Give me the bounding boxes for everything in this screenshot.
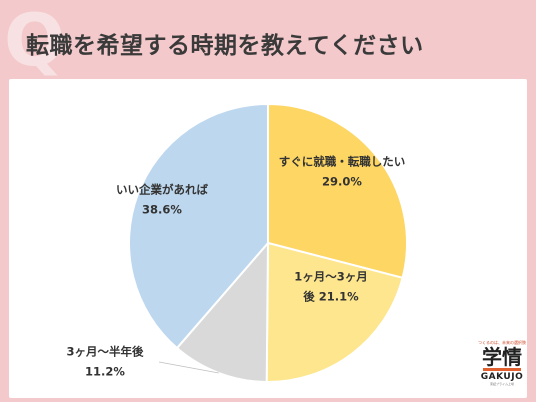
page-title: 転職を希望する時期を教えてください (26, 33, 424, 59)
pie-slice-1 (267, 102, 408, 280)
slice-label-4: いい企業があれば (116, 183, 208, 197)
slice-value-label-3: 11.2% (85, 365, 125, 379)
slice-value-label-1: 29.0% (322, 175, 362, 189)
logo-subtext: 東証プライム上場 (490, 382, 514, 386)
logo-mark: 学情 (482, 345, 522, 369)
slice-value-label-4: 38.6% (142, 203, 182, 217)
header: Q 転職を希望する時期を教えてください (0, 0, 536, 82)
slice-label-2: 後 21.1% (303, 290, 359, 304)
leader-line (158, 361, 219, 374)
slice-label-2: 1ヶ月〜3ヶ月 (294, 270, 368, 284)
slice-label-3: 3ヶ月〜半年後 (66, 345, 144, 359)
logo-tagline: つくるのは、未来の選択肢 (478, 340, 526, 345)
q-letter: Q (4, 0, 66, 82)
pie-slice-3 (175, 240, 270, 383)
pie-slice-2 (265, 241, 404, 383)
logo-bar (483, 368, 521, 371)
pie-slice-4 (128, 102, 269, 350)
logo-wordmark: GAKUJO (480, 372, 524, 382)
gakujo-logo: つくるのは、未来の選択肢 学情 GAKUJO 東証プライム上場 (478, 340, 526, 398)
slice-label-1: すぐに就職・転職したい (279, 155, 406, 169)
chart-card: すぐに就職・転職したい 29.0% 1ヶ月〜3ヶ月後 21.1% 3ヶ月〜半年後 11.… (9, 79, 527, 398)
